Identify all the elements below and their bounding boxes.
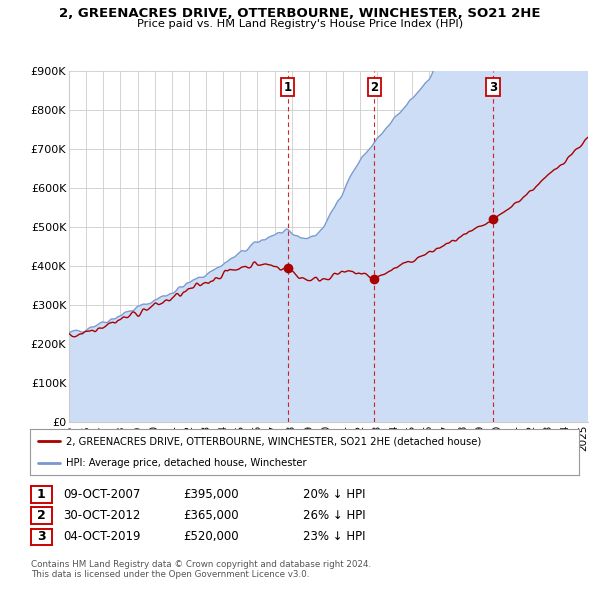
Text: £365,000: £365,000 <box>183 509 239 522</box>
Text: Contains HM Land Registry data © Crown copyright and database right 2024.
This d: Contains HM Land Registry data © Crown c… <box>31 560 371 579</box>
Text: 30-OCT-2012: 30-OCT-2012 <box>63 509 140 522</box>
Text: 2, GREENACRES DRIVE, OTTERBOURNE, WINCHESTER, SO21 2HE: 2, GREENACRES DRIVE, OTTERBOURNE, WINCHE… <box>59 7 541 20</box>
Text: £395,000: £395,000 <box>183 488 239 501</box>
Text: 04-OCT-2019: 04-OCT-2019 <box>63 530 140 543</box>
Text: Price paid vs. HM Land Registry's House Price Index (HPI): Price paid vs. HM Land Registry's House … <box>137 19 463 30</box>
Text: £520,000: £520,000 <box>183 530 239 543</box>
Text: 3: 3 <box>489 81 497 94</box>
Text: 09-OCT-2007: 09-OCT-2007 <box>63 488 140 501</box>
Text: 23% ↓ HPI: 23% ↓ HPI <box>303 530 365 543</box>
Text: 2, GREENACRES DRIVE, OTTERBOURNE, WINCHESTER, SO21 2HE (detached house): 2, GREENACRES DRIVE, OTTERBOURNE, WINCHE… <box>65 437 481 447</box>
Text: 1: 1 <box>37 488 46 501</box>
Text: 3: 3 <box>37 530 46 543</box>
Text: 20% ↓ HPI: 20% ↓ HPI <box>303 488 365 501</box>
Text: 2: 2 <box>370 81 379 94</box>
Text: 2: 2 <box>37 509 46 522</box>
Text: HPI: Average price, detached house, Winchester: HPI: Average price, detached house, Winc… <box>65 457 307 467</box>
Text: 1: 1 <box>284 81 292 94</box>
Text: 26% ↓ HPI: 26% ↓ HPI <box>303 509 365 522</box>
